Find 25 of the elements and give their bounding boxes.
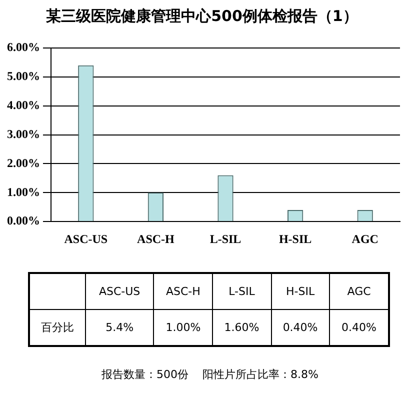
y-tick-label: 4.00%: [7, 98, 40, 112]
text: 报告数量：500份 阳性片所占比率：8.8%: [100, 367, 320, 382]
data-label: 1.00%: [154, 310, 212, 346]
y-tick-label: 0.00%: [7, 214, 40, 228]
x-tick-label: L-SIL: [210, 232, 242, 246]
data-label: 5.4%: [85, 310, 154, 346]
data-label: 0.40%: [330, 310, 389, 346]
x-tick-label: ASC-US: [64, 232, 108, 246]
chart-title: 某三级医院健康管理中心500例体检报告（1）: [45, 6, 358, 25]
category-label: AGC: [347, 285, 371, 298]
y-tick-label: 6.00%: [7, 40, 40, 54]
y-tick-label: 2.00%: [7, 156, 40, 170]
text: 百分比: [29, 310, 86, 346]
category-label: ASC-H: [166, 285, 200, 298]
data-label: 0.40%: [271, 310, 330, 346]
category-label: L-SIL: [228, 285, 255, 298]
data-label: 1.60%: [212, 310, 272, 346]
y-tick-label: 5.00%: [7, 69, 40, 84]
category-label: ASC-US: [98, 285, 140, 298]
y-tick-label: 1.00%: [7, 184, 40, 199]
x-tick-label: AGC: [352, 232, 378, 246]
y-tick-label: 3.00%: [7, 126, 40, 141]
x-tick-label: ASC-H: [137, 232, 176, 246]
x-tick-label: H-SIL: [278, 232, 312, 246]
category-label: H-SIL: [286, 285, 315, 298]
